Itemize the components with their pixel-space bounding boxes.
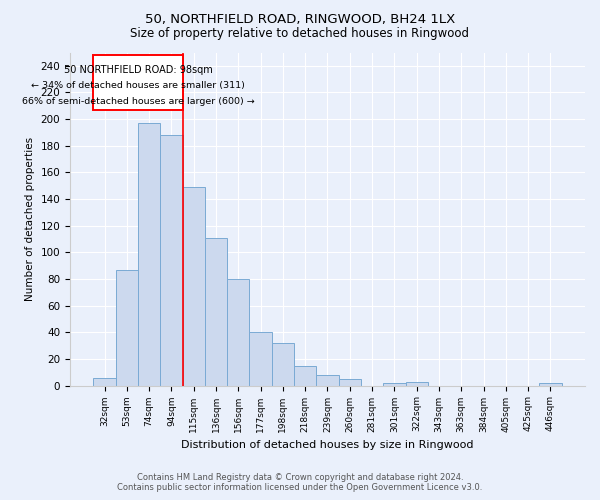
Bar [205,238,227,386]
Bar [160,135,182,386]
Text: 50 NORTHFIELD ROAD: 98sqm: 50 NORTHFIELD ROAD: 98sqm [64,66,212,76]
Bar [406,382,428,386]
Bar [316,375,338,386]
Text: 50, NORTHFIELD ROAD, RINGWOOD, BH24 1LX: 50, NORTHFIELD ROAD, RINGWOOD, BH24 1LX [145,12,455,26]
Bar [138,123,160,386]
Text: 66% of semi-detached houses are larger (600) →: 66% of semi-detached houses are larger (… [22,96,254,106]
Bar [116,270,138,386]
Bar [294,366,316,386]
Bar [539,383,562,386]
Bar [250,332,272,386]
Bar [94,378,116,386]
Text: Size of property relative to detached houses in Ringwood: Size of property relative to detached ho… [131,28,470,40]
Bar [227,279,250,386]
Bar [272,343,294,386]
Text: ← 34% of detached houses are smaller (311): ← 34% of detached houses are smaller (31… [31,82,245,90]
Bar [338,379,361,386]
Bar [383,383,406,386]
Text: Contains HM Land Registry data © Crown copyright and database right 2024.
Contai: Contains HM Land Registry data © Crown c… [118,473,482,492]
FancyBboxPatch shape [94,55,182,110]
X-axis label: Distribution of detached houses by size in Ringwood: Distribution of detached houses by size … [181,440,474,450]
Bar [182,187,205,386]
Y-axis label: Number of detached properties: Number of detached properties [25,137,35,301]
